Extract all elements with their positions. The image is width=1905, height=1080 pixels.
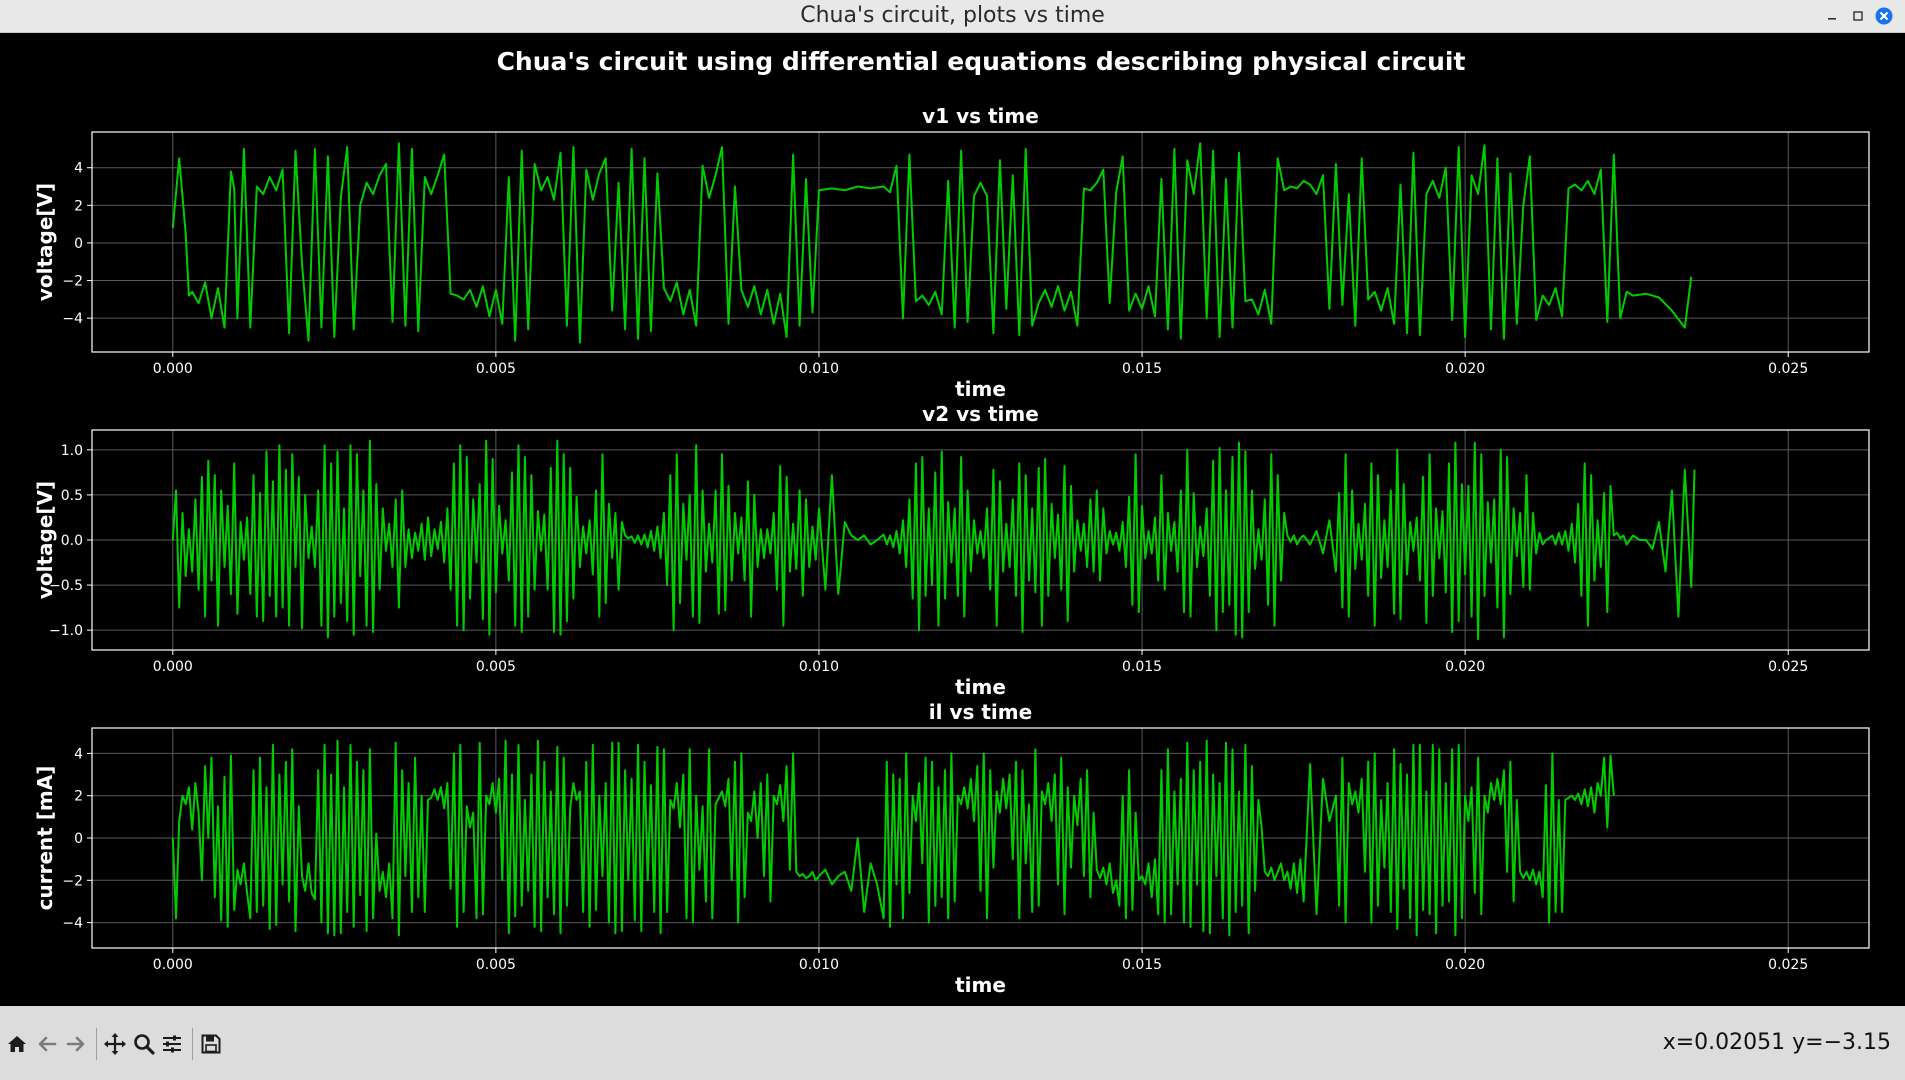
series-line-1 (171, 142, 1693, 344)
toolbar-separator (192, 1028, 193, 1060)
y-tick-label: −4 (62, 311, 83, 327)
axes-2[interactable]: 0.000 0.005 0.010 0.015 0.020 0.025 −1.0 −0.5 0.… (33, 402, 1870, 699)
y-tick-label: −2 (62, 274, 83, 290)
y-tick-label: −1.0 (49, 623, 83, 639)
y-tick-label: 1.0 (61, 443, 83, 459)
x-tick-label: 0.020 (1445, 361, 1485, 377)
x-tick-label: 0.020 (1445, 957, 1485, 973)
x-tick-label: 0.005 (476, 361, 516, 377)
forward-arrow-icon[interactable] (64, 1032, 88, 1056)
toolbar-separator (96, 1028, 97, 1060)
maximize-icon[interactable] (1848, 6, 1868, 26)
y-tick-label: 2 (74, 198, 83, 214)
y-tick-label: 0 (74, 831, 83, 847)
axes-container: 0.000 0.005 0.010 0.015 0.020 0.025−4−2024v1 … (33, 104, 1870, 997)
x-tick-label: 0.025 (1768, 361, 1808, 377)
figure-suptitle: Chua's circuit using differential equati… (497, 47, 1466, 76)
x-tick-label: 0.005 (476, 659, 516, 675)
zoom-icon[interactable] (132, 1032, 156, 1056)
y-tick-label: 2 (74, 789, 83, 805)
navigation-toolbar: x=0.02051 y=−3.15 (0, 1006, 1905, 1080)
close-icon[interactable] (1874, 6, 1894, 26)
cursor-coordinates: x=0.02051 y=−3.15 (1662, 1030, 1891, 1055)
x-tick-label: 0.005 (476, 957, 516, 973)
back-arrow-icon[interactable] (35, 1032, 59, 1056)
x-tick-label: 0.015 (1122, 659, 1162, 675)
y-tick-label: 0.5 (61, 488, 83, 504)
x-axis-label: time (955, 973, 1006, 997)
y-tick-label: 0.0 (61, 533, 83, 549)
window-titlebar: Chua's circuit, plots vs time (0, 0, 1905, 33)
y-tick-label: 4 (74, 746, 83, 762)
x-tick-label: 0.000 (153, 361, 193, 377)
series-line-1 (171, 439, 1696, 641)
figure-canvas[interactable]: Chua's circuit using differential equati… (0, 33, 1905, 1006)
window-title: Chua's circuit, plots vs time (800, 3, 1105, 28)
axes-title: v2 vs time (922, 402, 1039, 426)
x-tick-label: 0.000 (153, 659, 193, 675)
x-tick-label: 0.015 (1122, 361, 1162, 377)
configure-subplots-icon[interactable] (160, 1032, 184, 1056)
home-icon[interactable] (5, 1032, 29, 1056)
y-axis-label: current [mA] (33, 766, 57, 911)
y-axis-label: voltage[V] (33, 183, 57, 301)
series-line-1 (171, 739, 1615, 937)
x-tick-label: 0.000 (153, 957, 193, 973)
x-tick-label: 0.010 (799, 957, 839, 973)
y-tick-label: 4 (74, 161, 83, 177)
minimize-icon[interactable] (1822, 6, 1842, 26)
axes-1[interactable]: 0.000 0.005 0.010 0.015 0.020 0.025 −4 −2 0 2 4 v1 … (33, 104, 1870, 401)
x-tick-label: 0.020 (1445, 659, 1485, 675)
axes-title: il vs time (929, 700, 1032, 724)
x-tick-label: 0.025 (1768, 659, 1808, 675)
x-axis-label: time (955, 675, 1006, 699)
x-tick-label: 0.015 (1122, 957, 1162, 973)
y-axis-label: voltage[V] (33, 481, 57, 599)
x-axis-label: time (955, 377, 1006, 401)
y-tick-label: 0 (74, 236, 83, 252)
y-tick-label: −2 (62, 873, 83, 889)
figure-svg: Chua's circuit using differential equati… (33, 47, 1870, 997)
y-tick-label: −4 (62, 916, 83, 932)
axes-title: v1 vs time (922, 104, 1039, 128)
axes-frame (91, 131, 1870, 353)
x-tick-label: 0.025 (1768, 957, 1808, 973)
x-tick-label: 0.010 (799, 659, 839, 675)
axes-3[interactable]: 0.000 0.005 0.010 0.015 0.020 0.025 −4 −2 0 2 4 il … (33, 700, 1870, 997)
y-tick-label: −0.5 (49, 578, 83, 594)
pan-icon[interactable] (103, 1032, 127, 1056)
x-tick-label: 0.010 (799, 361, 839, 377)
save-icon[interactable] (199, 1032, 223, 1056)
